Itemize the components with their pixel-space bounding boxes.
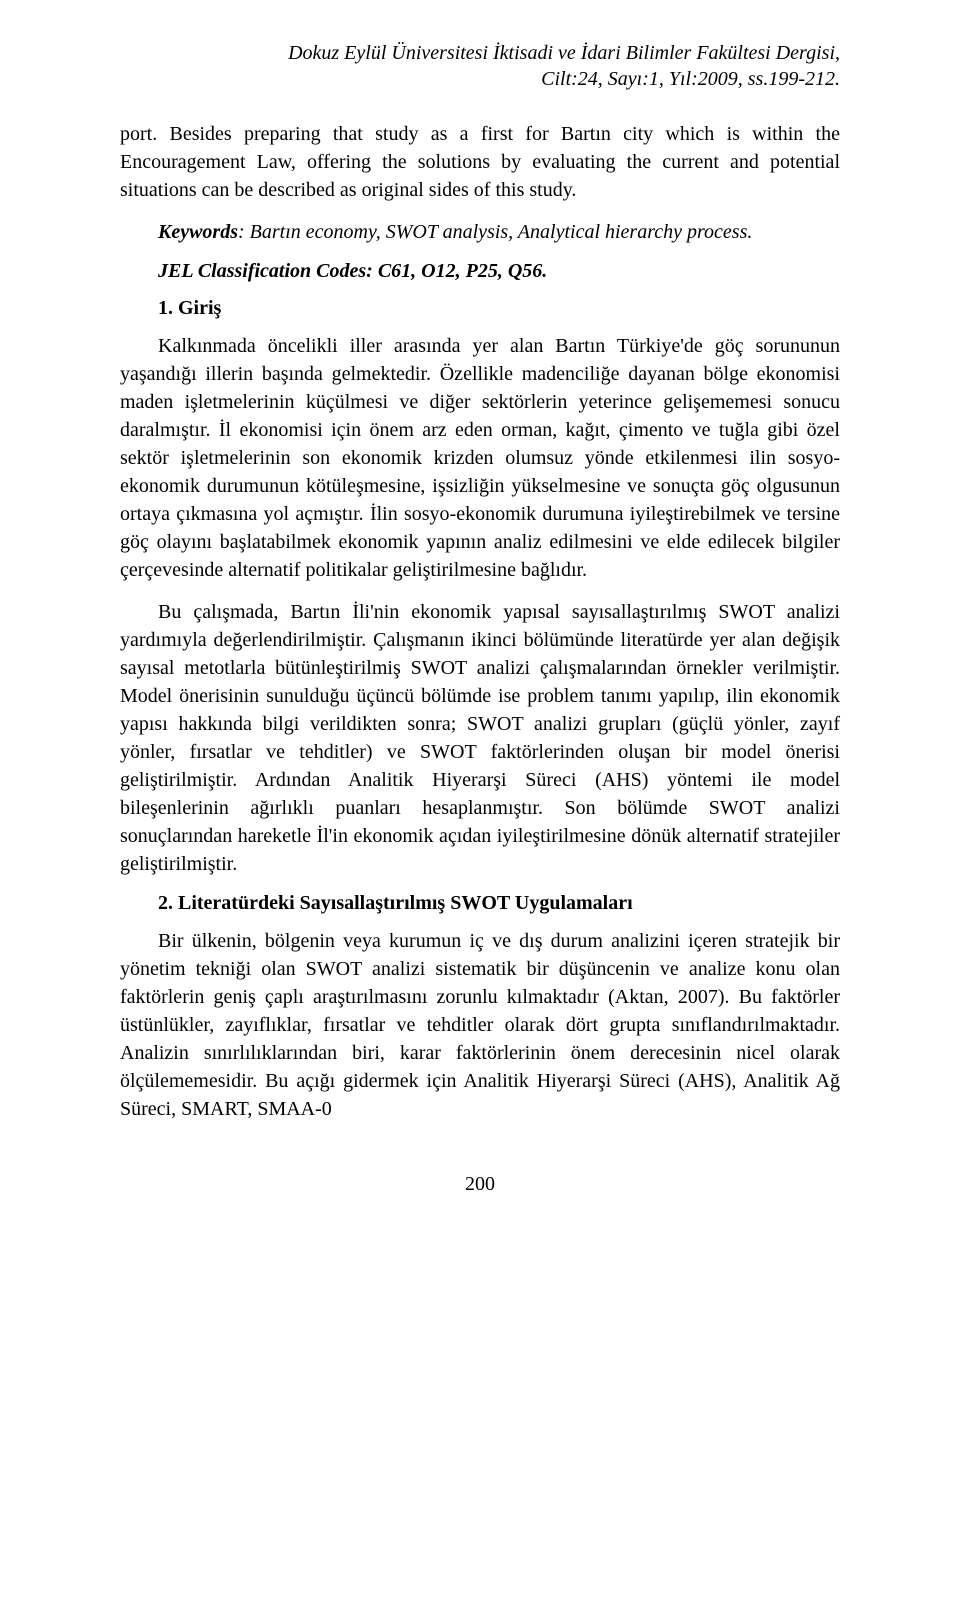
abstract-continuation: port. Besides preparing that study as a … [120,120,840,204]
journal-header-line1: Dokuz Eylül Üniversitesi İktisadi ve İda… [120,40,840,66]
section-1-para-2: Bu çalışmada, Bartın İli'nin ekonomik ya… [120,598,840,878]
section-1-heading: 1. Giriş [120,297,840,320]
section-1-para-1: Kalkınmada öncelikli iller arasında yer … [120,332,840,584]
keywords-label: Keywords [158,221,238,243]
journal-header-line2: Cilt:24, Sayı:1, Yıl:2009, ss.199-212. [120,66,840,92]
keywords-text: : Bartın economy, SWOT analysis, Analyti… [238,221,752,243]
page-number: 200 [120,1173,840,1196]
section-2-heading: 2. Literatürdeki Sayısallaştırılmış SWOT… [120,892,840,915]
keywords-line: Keywords: Bartın economy, SWOT analysis,… [120,218,840,246]
jel-classification: JEL Classification Codes: C61, O12, P25,… [120,260,840,283]
section-2-para-1: Bir ülkenin, bölgenin veya kurumun iç ve… [120,927,840,1123]
